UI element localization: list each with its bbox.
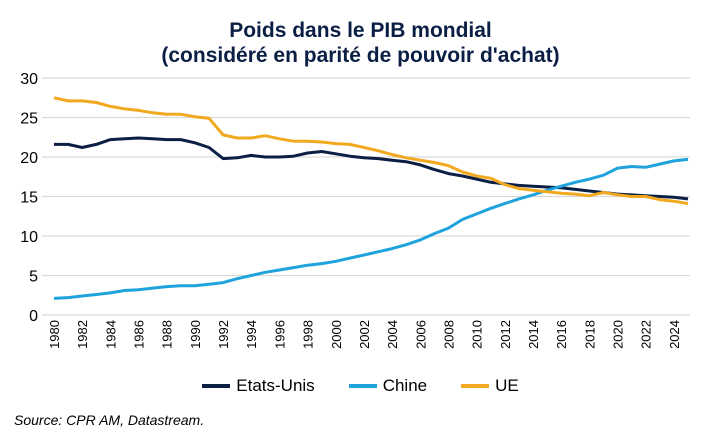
legend-swatch xyxy=(348,384,377,388)
y-tick-label: 10 xyxy=(20,229,38,246)
legend-swatch xyxy=(461,384,490,388)
chart-title-line-2: (considéré en parité de pouvoir d'achat) xyxy=(161,44,560,67)
x-tick-label: 2000 xyxy=(329,320,344,349)
legend-item-ue: UE xyxy=(461,376,519,396)
y-tick-label: 0 xyxy=(29,308,38,325)
x-tick-label: 2012 xyxy=(498,320,513,349)
source-note: Source: CPR AM, Datastream. xyxy=(14,412,205,428)
legend: Etats-Unis Chine UE xyxy=(0,376,721,396)
chart-title: Poids dans le PIB mondial (considéré en … xyxy=(0,18,721,68)
y-tick-label: 30 xyxy=(20,71,38,88)
x-tick-label: 2020 xyxy=(611,320,626,349)
y-tick-label: 25 xyxy=(20,111,38,128)
x-tick-label: 2016 xyxy=(554,320,569,349)
x-tick-label: 1982 xyxy=(75,320,90,349)
x-tick-label: 1994 xyxy=(244,320,259,349)
x-tick-label: 2002 xyxy=(357,320,372,349)
legend-item-chine: Chine xyxy=(348,376,428,396)
x-tick-label: 2014 xyxy=(526,320,541,349)
series-line-etats-unis xyxy=(54,136,689,201)
x-tick-label: 2022 xyxy=(639,320,654,349)
legend-swatch xyxy=(202,384,231,388)
series-line-chine xyxy=(53,157,689,300)
y-tick-label: 5 xyxy=(29,269,38,286)
legend-label: UE xyxy=(495,376,519,395)
line-chart: 0 5 10 15 20 25 30 1980 1982 1984 1986 1988 1990 1992… xyxy=(20,71,690,349)
x-tick-label: 1988 xyxy=(160,320,175,349)
x-tick-label: 2004 xyxy=(385,320,400,349)
x-tick-label: 1998 xyxy=(301,320,316,349)
x-tick-label: 2024 xyxy=(667,320,682,349)
x-tick-label: 1992 xyxy=(216,320,231,349)
x-tick-label: 1996 xyxy=(272,320,287,349)
x-tick-label: 1990 xyxy=(188,320,203,349)
legend-item-etats-unis: Etats-Unis xyxy=(202,376,315,396)
y-tick-label: 20 xyxy=(20,150,38,167)
x-tick-label: 2008 xyxy=(441,320,456,349)
x-tick-label: 2006 xyxy=(413,320,428,349)
x-tick-label: 1984 xyxy=(103,320,118,349)
chart-title-line-1: Poids dans le PIB mondial xyxy=(229,19,492,42)
x-tick-label: 1986 xyxy=(132,320,147,349)
x-tick-label: 2018 xyxy=(582,320,597,349)
series-line-ue xyxy=(53,96,689,206)
legend-label: Chine xyxy=(382,376,428,395)
x-tick-label: 1980 xyxy=(47,320,62,349)
legend-label: Etats-Unis xyxy=(236,376,315,395)
y-tick-label: 15 xyxy=(20,190,38,207)
x-tick-label: 2010 xyxy=(470,320,485,349)
